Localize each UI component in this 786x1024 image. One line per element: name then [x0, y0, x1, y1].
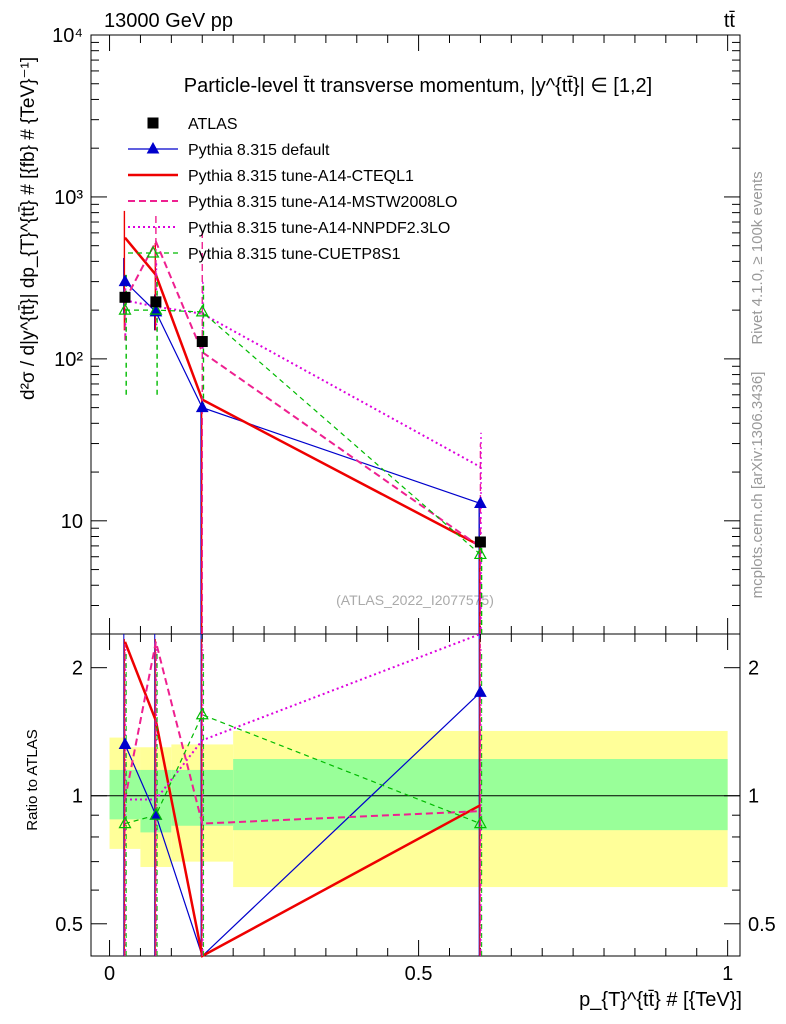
- ratio-series-marker: [195, 707, 209, 720]
- legend-marker: [146, 141, 160, 154]
- stat-uncertainty-band: [109, 769, 125, 820]
- atlas-data-point: [474, 536, 486, 548]
- main-series-marker: [473, 547, 487, 560]
- ratio-series-line: [124, 691, 481, 958]
- ratio-y-axis-title: Ratio to ATLAS: [24, 729, 41, 830]
- mcplots-label: mcplots.cern.ch [arXiv:1306.3436]: [749, 372, 766, 599]
- ratio-series-marker: [118, 737, 132, 749]
- atlas-data-point: [196, 336, 208, 348]
- legend-label: Pythia 8.315 tune-CUETP8S1: [188, 246, 401, 263]
- main-series-line: [124, 281, 481, 505]
- plot-title: Particle-level t̄t transverse momentum, …: [184, 75, 652, 97]
- main-series-marker: [195, 400, 209, 413]
- main-series-marker: [474, 496, 487, 508]
- rivet-version-label: Rivet 4.1.0, ≥ 100k events: [749, 171, 766, 344]
- main-series-line: [124, 309, 481, 555]
- legend-label: Pythia 8.315 tune-A14-MSTW2008LO: [188, 194, 457, 211]
- main-series-marker: [149, 302, 163, 315]
- main-y-axis-title: d²σ / d|y^{tt̄}| dp_{T}^{tt̄} # [{fb} # …: [18, 57, 39, 400]
- legend-label: Pythia 8.315 tune-A14-CTEQL1: [188, 168, 414, 185]
- ratio-series-line: [123, 641, 481, 958]
- legend-marker-atlas: [147, 117, 159, 129]
- main-series-marker: [195, 304, 209, 317]
- ratio-series-marker: [149, 807, 163, 820]
- main-series-marker: [149, 304, 163, 317]
- stat-uncertainty-band: [124, 769, 141, 820]
- x-tick-label: 0: [104, 963, 115, 985]
- ratio-y-tick-label: 0.5: [55, 914, 83, 936]
- main-y-tick-label: 10²: [54, 349, 83, 371]
- main-y-tick-label: 10: [61, 511, 83, 533]
- ratio-series-marker: [118, 816, 132, 829]
- legend-label: Pythia 8.315 tune-A14-NNPDF2.3LO: [188, 220, 450, 237]
- x-tick-label: 1: [722, 963, 733, 985]
- main-series-marker: [118, 302, 132, 315]
- main-series-line: [124, 236, 481, 548]
- legend-marker: [146, 245, 160, 258]
- ratio-series-line: [124, 641, 481, 825]
- analysis-watermark: (ATLAS_2022_I2077575): [336, 592, 494, 608]
- main-series-line: [124, 239, 481, 548]
- legend-label-atlas: ATLAS: [188, 116, 238, 133]
- main-y-tick-label: 10³: [54, 187, 83, 209]
- legend-label: Pythia 8.315 default: [188, 142, 330, 159]
- ratio-y-tick-label: 1: [72, 786, 83, 808]
- x-axis-title: p_{T}^{tt̄} # [{TeV}]: [579, 989, 742, 1011]
- ratio-series-line: [124, 633, 481, 801]
- ratio-plot-frame: [90, 633, 741, 957]
- main-series-line: [124, 299, 481, 468]
- ratio-y-tick-label-right: 1: [748, 786, 759, 808]
- atlas-data-point: [119, 291, 131, 303]
- main-series-marker: [118, 274, 132, 287]
- atlas-data-point: [150, 296, 162, 308]
- x-tick-label: 0.5: [405, 963, 433, 985]
- process-label: tt̄: [724, 10, 736, 32]
- ratio-y-tick-label: 2: [72, 658, 83, 680]
- ratio-y-tick-label-right: 0.5: [748, 914, 776, 936]
- collision-label: 13000 GeV pp: [104, 10, 233, 32]
- main-y-tick-label: 10⁴: [52, 25, 83, 47]
- ratio-series-line: [124, 714, 481, 825]
- ratio-series-marker: [474, 685, 487, 697]
- ratio-y-tick-label-right: 2: [748, 658, 759, 680]
- ratio-series-marker: [473, 816, 487, 829]
